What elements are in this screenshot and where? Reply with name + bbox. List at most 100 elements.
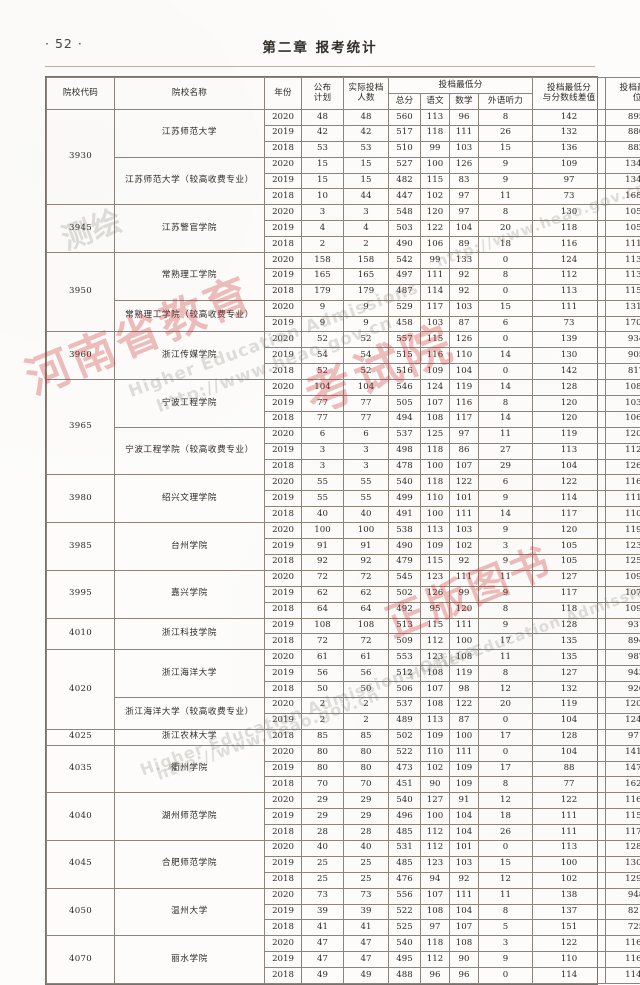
- cell-actual: 55: [344, 491, 389, 507]
- cell-plan: 165: [302, 268, 344, 284]
- cell-plan: 70: [302, 777, 344, 793]
- page-title: 第二章 报考统计: [0, 36, 640, 56]
- cell-chinese: 125: [421, 427, 450, 443]
- cell-math: 104: [450, 809, 479, 825]
- cell-math: 111: [450, 507, 479, 523]
- cell-plan: 62: [302, 586, 344, 602]
- cell-listening: 9: [479, 952, 533, 968]
- institution-name: 宁波工程学院（较高收费专业）: [115, 427, 265, 475]
- cell-math: 117: [450, 411, 479, 427]
- table-row: 4020浙江海洋大学202061615531231081113598716: [47, 650, 640, 666]
- header-divider: [45, 66, 595, 67]
- cell-year: 2018: [265, 189, 302, 205]
- cell-year: 2019: [265, 348, 302, 364]
- cell-chinese: 100: [421, 459, 450, 475]
- cell-rank: 89567: [606, 110, 640, 126]
- cell-math: 89: [450, 237, 479, 253]
- cell-rank: 88287: [606, 141, 640, 157]
- cell-total: 494: [389, 411, 421, 427]
- cell-listening: 11: [479, 427, 533, 443]
- cell-actual: 77: [344, 411, 389, 427]
- institution-code: 3995: [47, 570, 115, 618]
- cell-year: 2020: [265, 157, 302, 173]
- cell-actual: 52: [344, 364, 389, 380]
- cell-math: 104: [450, 364, 479, 380]
- cell-diff: 105: [533, 554, 606, 570]
- cell-chinese: 108: [421, 904, 450, 920]
- cell-rank: 81781: [606, 364, 640, 380]
- cell-actual: 44: [344, 189, 389, 205]
- cell-diff: 116: [533, 237, 606, 253]
- cell-math: 107: [450, 459, 479, 475]
- cell-math: 108: [450, 936, 479, 952]
- cell-year: 2019: [265, 396, 302, 412]
- cell-actual: 61: [344, 650, 389, 666]
- cell-diff: 100: [533, 856, 606, 872]
- cell-diff: 77: [533, 777, 606, 793]
- cell-actual: 73: [344, 888, 389, 904]
- cell-listening: 8: [479, 602, 533, 618]
- cell-plan: 80: [302, 745, 344, 761]
- cell-listening: 14: [479, 380, 533, 396]
- cell-math: 103: [450, 856, 479, 872]
- cell-chinese: 126: [421, 586, 450, 602]
- institution-code: 3985: [47, 523, 115, 571]
- cell-math: 97: [450, 189, 479, 205]
- cell-math: 87: [450, 316, 479, 332]
- cell-plan: 29: [302, 809, 344, 825]
- cell-plan: 108: [302, 618, 344, 634]
- cell-total: 482: [389, 173, 421, 189]
- cell-diff: 73: [533, 189, 606, 205]
- cell-rank: 112391: [606, 443, 640, 459]
- cell-year: 2018: [265, 284, 302, 300]
- table-row: 常熟理工学院（较高收费专业）20209952911710315111131782: [47, 300, 640, 316]
- cell-year: 2020: [265, 650, 302, 666]
- cell-actual: 92: [344, 554, 389, 570]
- cell-chinese: 123: [421, 856, 450, 872]
- cell-chinese: 90: [421, 777, 450, 793]
- cell-diff: 102: [533, 872, 606, 888]
- cell-actual: 56: [344, 666, 389, 682]
- cell-total: 540: [389, 793, 421, 809]
- cell-plan: 10: [302, 189, 344, 205]
- cell-total: 557: [389, 332, 421, 348]
- cell-listening: 17: [479, 634, 533, 650]
- cell-actual: 40: [344, 840, 389, 856]
- cell-actual: 55: [344, 475, 389, 491]
- cell-plan: 91: [302, 539, 344, 555]
- cell-plan: 50: [302, 682, 344, 698]
- cell-total: 489: [389, 713, 421, 729]
- cell-math: 92: [450, 284, 479, 300]
- cell-year: 2019: [265, 268, 302, 284]
- cell-chinese: 109: [421, 539, 450, 555]
- cell-listening: 8: [479, 396, 533, 412]
- table-row: 宁波工程学院（较高收费专业）2020665371259711119120651: [47, 427, 640, 443]
- cell-listening: 18: [479, 237, 533, 253]
- cell-plan: 52: [302, 364, 344, 380]
- cell-diff: 113: [533, 284, 606, 300]
- cell-total: 515: [389, 348, 421, 364]
- cell-rank: 128942: [606, 840, 640, 856]
- cell-total: 496: [389, 809, 421, 825]
- institution-name: 浙江农林大学: [115, 729, 265, 745]
- cell-diff: 120: [533, 523, 606, 539]
- cell-year: 2018: [265, 825, 302, 841]
- cell-listening: 0: [479, 840, 533, 856]
- cell-chinese: 100: [421, 809, 450, 825]
- cell-math: 98: [450, 682, 479, 698]
- cell-plan: 9: [302, 316, 344, 332]
- cell-math: 122: [450, 697, 479, 713]
- cell-total: 478: [389, 459, 421, 475]
- cell-listening: 0: [479, 284, 533, 300]
- cell-math: 119: [450, 380, 479, 396]
- cell-listening: 0: [479, 364, 533, 380]
- cell-plan: 52: [302, 332, 344, 348]
- cell-listening: 6: [479, 316, 533, 332]
- header-diff: 投档最低分与分数线差值: [533, 78, 606, 110]
- table-row: 3980绍兴文理学院202055555401181226122116385: [47, 475, 640, 491]
- cell-diff: 114: [533, 968, 606, 984]
- cell-total: 527: [389, 157, 421, 173]
- cell-rank: 92631: [606, 682, 640, 698]
- cell-listening: 9: [479, 173, 533, 189]
